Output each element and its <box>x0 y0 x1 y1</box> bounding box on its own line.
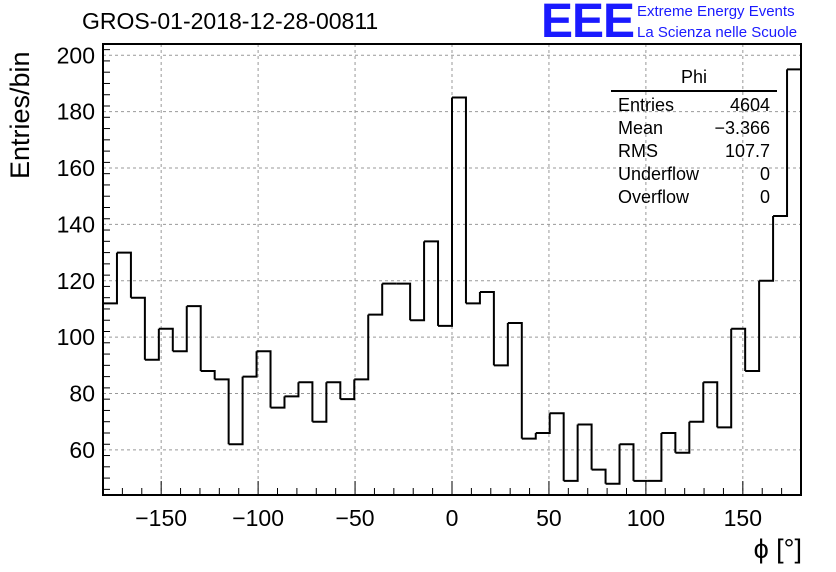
logo-caption-line1: Extreme Energy Events <box>637 3 795 20</box>
x-tick-label: −50 <box>336 505 375 531</box>
axes: −150 −100 −50 0 50 100 150 60 80 100 120 140 160 180 2… <box>57 42 802 531</box>
y-tick-label: 80 <box>69 381 95 407</box>
histogram-bin <box>312 382 328 423</box>
histogram-bin <box>479 291 495 366</box>
y-tick-label: 100 <box>57 324 95 350</box>
histogram-bin <box>507 322 523 439</box>
histogram-bin <box>577 423 593 470</box>
histogram-bin <box>298 381 314 422</box>
histogram-bin <box>116 251 132 298</box>
y-tick-label: 120 <box>57 268 95 294</box>
y-tick-label: 180 <box>57 99 95 125</box>
histogram-bin <box>396 282 412 321</box>
y-tick-label: 200 <box>57 42 95 68</box>
histogram-bin <box>605 444 621 485</box>
histogram-bin <box>368 283 384 316</box>
histogram-bin <box>717 328 733 429</box>
histogram-bin <box>326 381 342 400</box>
histogram-bin <box>535 413 551 434</box>
x-tick-label: 50 <box>536 505 562 531</box>
chart-title: GROS-01-2018-12-28-00811 <box>82 8 379 34</box>
x-axis-label: ϕ [°] <box>753 534 802 564</box>
histogram-bin <box>172 306 188 353</box>
stats-row-rms: RMS 107.7 <box>611 140 777 163</box>
stats-value: −3.366 <box>714 118 770 138</box>
x-tick-label: −100 <box>232 505 284 531</box>
stats-label: Entries <box>618 95 675 115</box>
stats-label: RMS <box>618 141 658 161</box>
histogram-bin <box>200 369 216 380</box>
histogram-bin <box>745 280 761 372</box>
histogram-bin <box>787 68 802 495</box>
stats-label: Overflow <box>618 187 690 207</box>
histogram-bin <box>130 296 146 360</box>
histogram-bin <box>424 240 440 326</box>
x-tick-label: −150 <box>135 505 187 531</box>
histogram-bin <box>591 468 607 484</box>
histogram-bin <box>410 241 426 322</box>
histogram-bin <box>549 412 565 481</box>
histogram-bin <box>465 292 481 305</box>
eee-logo: EEE <box>541 0 635 48</box>
stats-title: Phi <box>611 66 777 92</box>
x-tick-label: 100 <box>627 505 665 531</box>
stats-value: 4604 <box>729 95 770 115</box>
stats-label: Mean <box>618 118 664 138</box>
logo-caption-line2: La Scienza nelle Scuole <box>637 24 798 41</box>
stats-row-mean: Mean −3.366 <box>611 117 777 140</box>
histogram-bin <box>270 396 286 409</box>
histogram-bin <box>619 443 635 481</box>
histogram-bin <box>242 351 258 378</box>
stats-row-entries: Entries 4604 <box>611 94 777 117</box>
x-tick-label: 150 <box>724 505 762 531</box>
stats-row-underflow: Underflow 0 <box>611 163 777 186</box>
y-tick-label: 160 <box>57 155 95 181</box>
stats-value: 107.7 <box>724 141 770 161</box>
histogram-bin <box>773 69 789 217</box>
histogram-bin <box>284 382 300 398</box>
histogram-bin <box>759 215 775 282</box>
stats-value: 0 <box>759 187 770 207</box>
histogram-bin <box>689 382 705 423</box>
histogram-bin <box>228 376 244 446</box>
y-axis-label: Entries/bin <box>5 51 35 179</box>
histogram-bin <box>158 327 174 352</box>
y-tick-label: 140 <box>57 211 95 237</box>
histogram-bin <box>675 421 691 454</box>
histogram-bin <box>102 252 118 495</box>
histogram-bin <box>256 350 272 408</box>
histogram-bin <box>521 432 537 440</box>
histogram-bin <box>703 381 719 428</box>
stats-row-overflow: Overflow 0 <box>611 186 777 209</box>
stats-box: Phi Entries 4604 Mean −3.366 RMS 107.7 U… <box>611 66 777 209</box>
stats-label: Underflow <box>618 164 700 184</box>
histogram-bars <box>102 68 802 495</box>
histogram-bin <box>186 305 202 371</box>
histogram-bin <box>214 378 230 445</box>
x-tick-label: 0 <box>446 505 459 531</box>
histogram-bin <box>647 432 663 482</box>
histogram-bin <box>438 97 453 327</box>
y-tick-label: 60 <box>69 437 95 463</box>
histogram-bin <box>144 328 160 361</box>
histogram-bin <box>563 424 579 482</box>
histogram-bin <box>731 327 747 371</box>
histogram-bin <box>354 314 370 381</box>
histogram-bin <box>340 379 356 401</box>
stats-value: 0 <box>759 164 770 184</box>
histogram-bin <box>452 96 467 304</box>
histogram-bin <box>661 431 677 453</box>
histogram-bin <box>493 323 509 367</box>
